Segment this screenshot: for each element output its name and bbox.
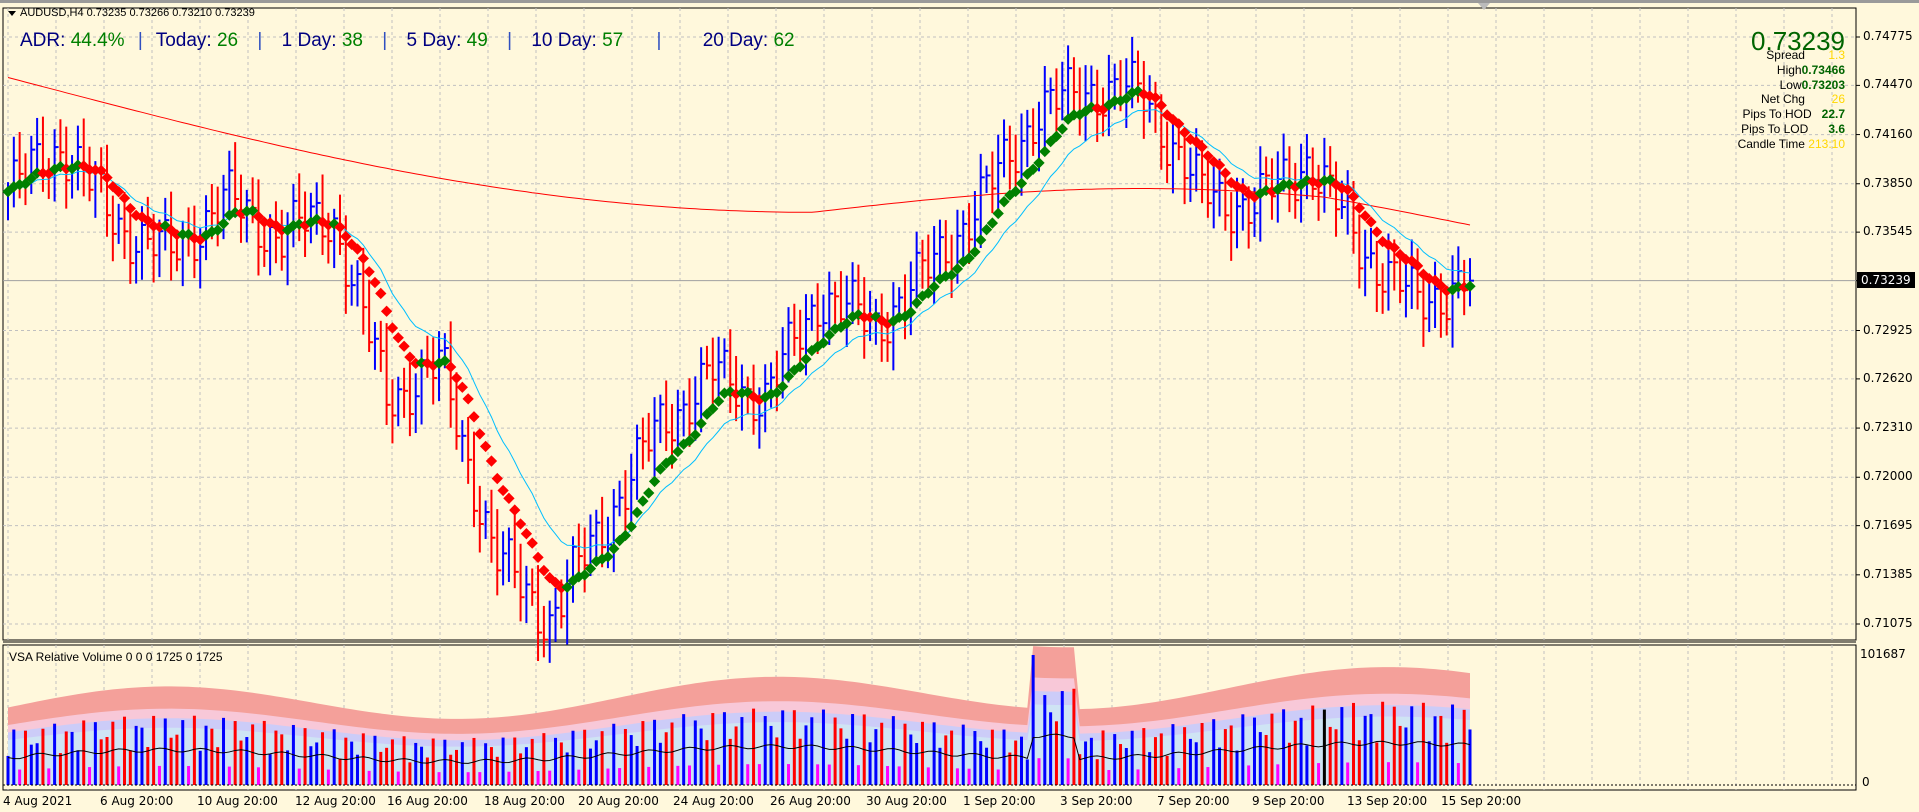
time-tick-label: 30 Aug 20:00 [866, 794, 947, 808]
hod-label: Pips To HOD [1742, 107, 1812, 122]
price-tick-label: 0.74160 [1863, 126, 1913, 141]
current-price-label: 0.73239 [1857, 272, 1915, 288]
time-tick-label: 13 Sep 20:00 [1347, 794, 1428, 808]
symbol-ohlc-text: AUDUSD,H4 0.73235 0.73266 0.73210 0.7323… [20, 7, 255, 19]
time-tick-label: 3 Sep 20:00 [1060, 794, 1133, 808]
candle-time-label: Candle Time [1737, 136, 1805, 151]
dropdown-triangle-icon[interactable] [8, 10, 16, 16]
hod-value: 22.7 [1821, 107, 1845, 122]
today-value: 26 [216, 30, 239, 51]
d10-value: 57 [602, 30, 624, 51]
symbol-header: AUDUSD,H4 0.73235 0.73266 0.73210 0.7323… [8, 7, 255, 19]
lod-row: Pips To LOD 3.6 [1738, 122, 1845, 137]
d1-label: 1 Day: [281, 30, 337, 51]
lod-value: 3.6 [1828, 121, 1845, 136]
d5-label: 5 Day: [406, 30, 462, 51]
price-tick-label: 0.73545 [1863, 224, 1913, 239]
adr-panel: ADR: 44.4% | Today: 26 | 1 Day: 38 | 5 D… [20, 30, 795, 52]
high-value: 0.73466 [1801, 62, 1845, 77]
price-tick-label: 0.72310 [1863, 420, 1913, 435]
volume-zero-label: 0 [1862, 775, 1870, 789]
d5-value: 49 [466, 30, 488, 51]
volume-max-label: 101687 [1860, 647, 1906, 661]
adr-value: 44.4% [70, 30, 125, 51]
candle-time-value: 213:10 [1808, 136, 1845, 151]
low-row: Low0.73203 [1738, 78, 1845, 93]
d5-separator: | [507, 30, 513, 51]
spread-row: Spread 1.3 [1738, 48, 1845, 63]
time-tick-label: 7 Sep 20:00 [1157, 794, 1230, 808]
d10-separator: | [656, 30, 662, 51]
spread-value: 1.3 [1828, 48, 1845, 62]
volume-indicator-title: VSA Relative Volume 0 0 0 1725 0 1725 [9, 650, 223, 664]
candle-time-row: Candle Time 213:10 [1738, 137, 1845, 152]
d20-value: 62 [773, 30, 795, 51]
high-row: High0.73466 [1738, 63, 1845, 78]
price-tick-label: 0.71075 [1863, 616, 1913, 630]
price-tick-label: 0.73850 [1863, 175, 1913, 190]
low-value: 0.73203 [1801, 77, 1845, 92]
netchg-row: Net Chg 26 [1738, 92, 1845, 107]
d10-label: 10 Day: [531, 30, 597, 51]
hod-row: Pips To HOD 22.7 [1738, 107, 1845, 122]
time-tick-label: 1 Sep 20:00 [963, 794, 1036, 808]
price-tick-label: 0.74470 [1863, 77, 1913, 92]
chart-shift-marker-icon[interactable] [1478, 3, 1490, 10]
d20-label: 20 Day: [702, 30, 769, 51]
time-tick-label: 9 Sep 20:00 [1252, 794, 1325, 808]
price-tick-label: 0.72000 [1863, 469, 1913, 484]
price-tick-label: 0.72620 [1863, 370, 1913, 385]
time-tick-label: 26 Aug 20:00 [770, 794, 851, 808]
today-separator: | [257, 30, 263, 51]
time-tick-label: 15 Sep 20:00 [1441, 794, 1522, 808]
adr-separator: | [137, 30, 143, 51]
adr-label: ADR: [20, 30, 66, 51]
d1-value: 38 [341, 30, 363, 51]
today-label: Today: [155, 30, 212, 51]
time-tick-label: 24 Aug 20:00 [673, 794, 754, 808]
time-tick-label: 10 Aug 20:00 [197, 794, 278, 808]
price-tick-label: 0.74775 [1863, 29, 1913, 43]
low-label: Low [1779, 77, 1802, 92]
price-info-panel: 0.73239 Spread 1.3 High0.73466 Low0.7320… [1738, 28, 1845, 152]
price-tick-label: 0.71695 [1863, 517, 1913, 532]
time-tick-label: 4 Aug 2021 [3, 794, 73, 808]
lod-label: Pips To LOD [1741, 121, 1809, 136]
price-tick-label: 0.72925 [1863, 322, 1913, 337]
time-tick-label: 20 Aug 20:00 [578, 794, 659, 808]
netchg-label: Net Chg [1760, 92, 1805, 107]
window-top-border [0, 0, 1919, 3]
d1-separator: | [382, 30, 388, 51]
time-tick-label: 18 Aug 20:00 [484, 794, 565, 808]
spread-label: Spread [1766, 48, 1805, 62]
time-tick-label: 6 Aug 20:00 [100, 794, 174, 808]
time-tick-label: 16 Aug 20:00 [387, 794, 468, 808]
high-label: High [1776, 62, 1802, 77]
current-price-big: 0.73239 [1751, 26, 1845, 56]
price-tick-label: 0.71385 [1863, 566, 1913, 581]
time-tick-label: 12 Aug 20:00 [295, 794, 376, 808]
netchg-value: 26 [1831, 92, 1845, 107]
